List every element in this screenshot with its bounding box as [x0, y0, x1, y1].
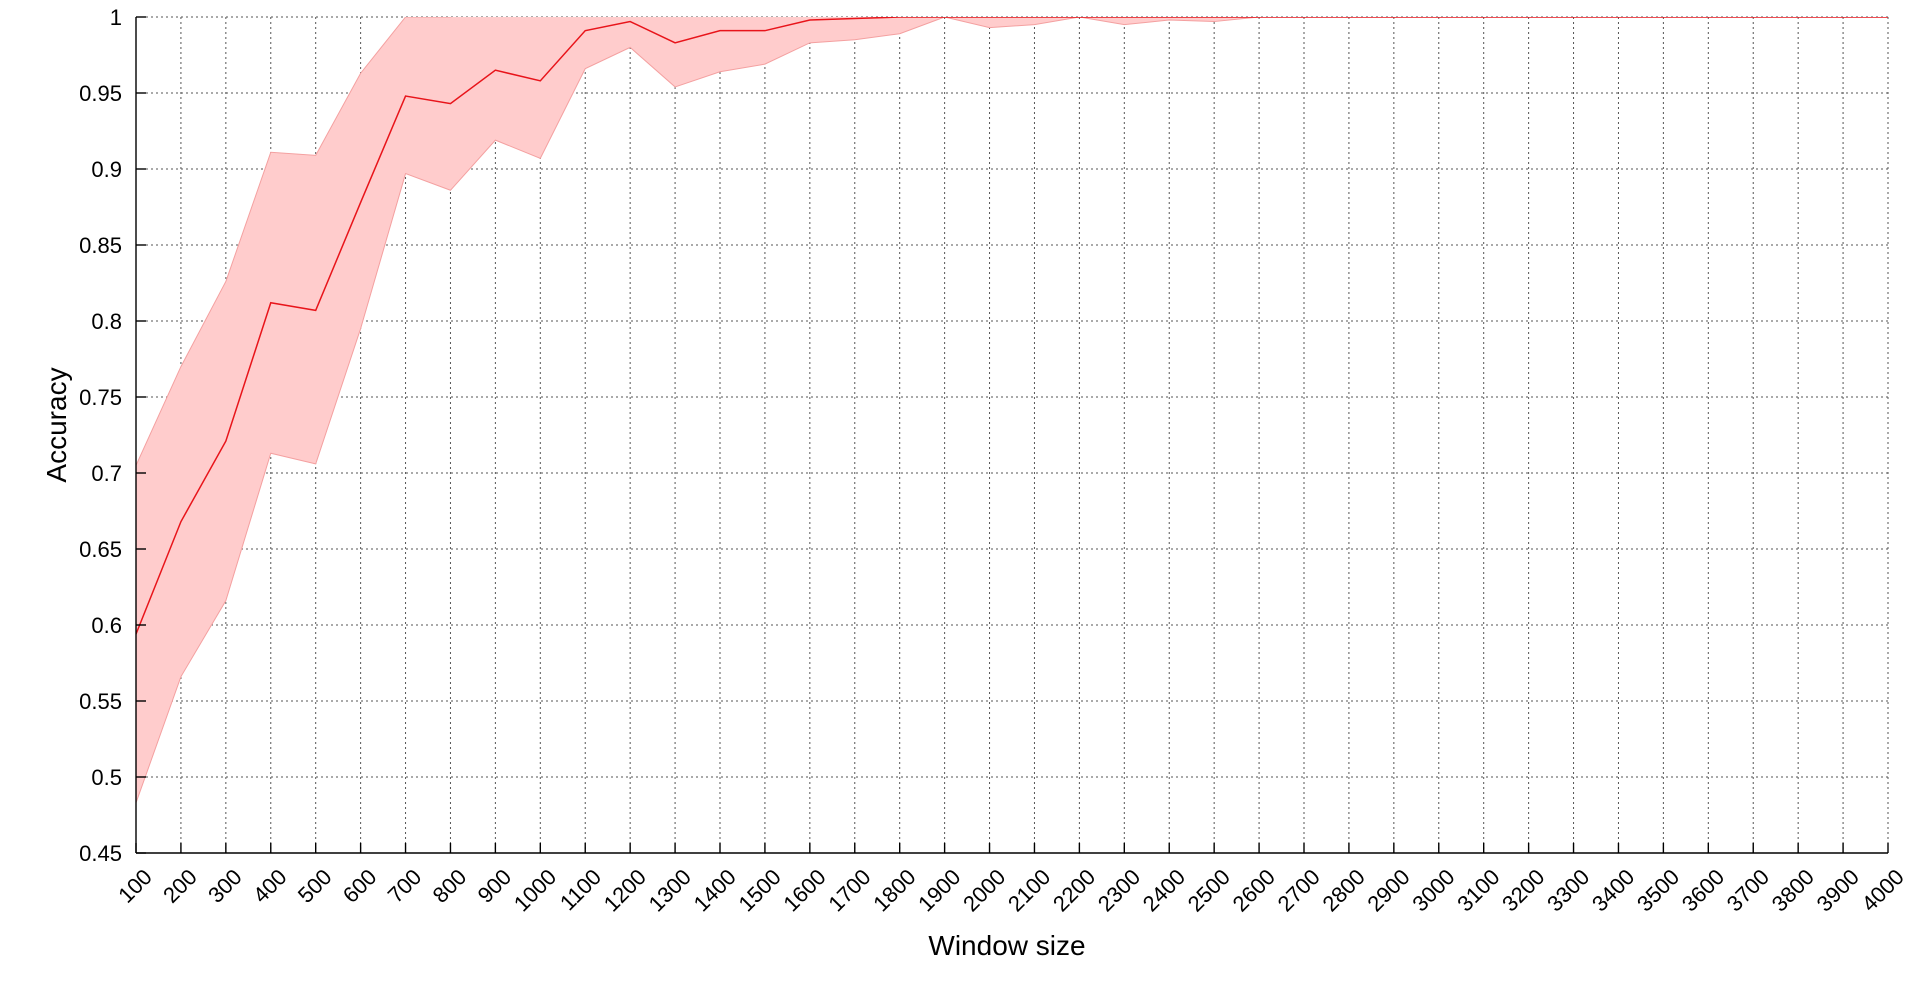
- x-tick-label: 3800: [1767, 864, 1819, 916]
- x-tick-label: 3900: [1812, 864, 1864, 916]
- x-tick-label: 700: [383, 864, 427, 908]
- confidence-band-layer: [136, 17, 1888, 804]
- x-tick-label: 100: [113, 864, 157, 908]
- x-tick-label: 600: [338, 864, 382, 908]
- x-tick-label: 2400: [1138, 864, 1190, 916]
- y-tick-label: 0.95: [79, 81, 122, 106]
- x-tick-label: 1700: [823, 864, 875, 916]
- x-tick-label: 3400: [1587, 864, 1639, 916]
- series-line: [136, 17, 1888, 635]
- x-tick-label: 1600: [778, 864, 830, 916]
- x-tick-label: 1500: [733, 864, 785, 916]
- series-line-layer: [136, 17, 1888, 635]
- x-tick-label: 500: [293, 864, 337, 908]
- x-tick-label: 3600: [1677, 864, 1729, 916]
- y-tick-label: 0.45: [79, 841, 122, 866]
- x-tick-label: 3700: [1722, 864, 1774, 916]
- x-axis-label: Window size: [928, 930, 1085, 961]
- y-tick-label: 1: [110, 5, 122, 30]
- x-tick-label: 2100: [1003, 864, 1055, 916]
- x-tick-label: 3000: [1407, 864, 1459, 916]
- axes: [135, 16, 1889, 854]
- confidence-band: [136, 17, 1888, 804]
- y-tick-label: 0.6: [91, 613, 122, 638]
- x-tick-label: 1200: [599, 864, 651, 916]
- y-tick-labels: 0.45 0.5 0.55 0.6 0.65 0.7 0.75 0.8 0.85 0.9 0.95 1: [79, 5, 122, 866]
- x-tick-label: 1800: [868, 864, 920, 916]
- x-tick-label: 4000: [1857, 864, 1909, 916]
- x-tick-label: 1300: [644, 864, 696, 916]
- x-tick-label: 2000: [958, 864, 1010, 916]
- x-tick-labels: 100 200 300 400 500 600 700 800 9001000110012001…: [113, 864, 1909, 916]
- y-tick-label: 0.85: [79, 233, 122, 258]
- x-tick-label: 2700: [1273, 864, 1325, 916]
- x-tick-label: 2500: [1183, 864, 1235, 916]
- y-tick-label: 0.55: [79, 689, 122, 714]
- x-tick-label: 3200: [1497, 864, 1549, 916]
- x-tick-label: 400: [248, 864, 292, 908]
- x-tick-label: 3300: [1542, 864, 1594, 916]
- x-tick-label: 3500: [1632, 864, 1684, 916]
- y-tick-label: 0.65: [79, 537, 122, 562]
- y-tick-label: 0.7: [91, 461, 122, 486]
- y-tick-label: 0.8: [91, 309, 122, 334]
- x-tick-label: 1900: [913, 864, 965, 916]
- y-tick-label: 0.75: [79, 385, 122, 410]
- y-axis-label: Accuracy: [41, 367, 72, 482]
- x-tick-label: 800: [428, 864, 472, 908]
- x-tick-label: 2900: [1362, 864, 1414, 916]
- x-tick-label: 900: [473, 864, 517, 908]
- x-tick-label: 2300: [1093, 864, 1145, 916]
- y-tick-label: 0.5: [91, 765, 122, 790]
- x-tick-label: 2800: [1317, 864, 1369, 916]
- x-tick-label: 3100: [1452, 864, 1504, 916]
- x-tick-label: 1100: [555, 864, 606, 915]
- x-tick-label: 2200: [1048, 864, 1100, 916]
- x-tick-label: 1000: [509, 864, 561, 916]
- x-tick-label: 2600: [1228, 864, 1280, 916]
- x-tick-label: 200: [158, 864, 202, 908]
- y-tick-label: 0.9: [91, 157, 122, 182]
- x-tick-label: 1400: [689, 864, 741, 916]
- x-tick-label: 300: [203, 864, 247, 908]
